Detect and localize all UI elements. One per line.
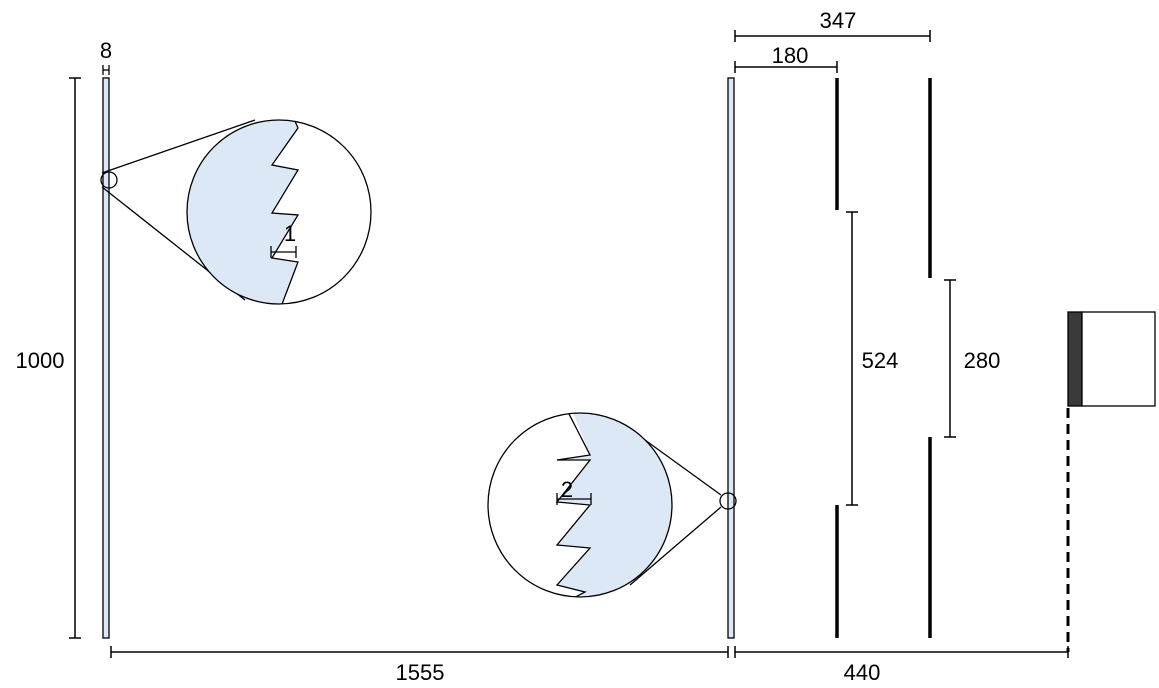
plate-thickness-dimension: 8 (100, 38, 112, 75)
groove-depth-1-label: 1 (284, 221, 296, 246)
magnifier-detail-2: 2 (487, 412, 737, 598)
detector-box (1067, 311, 1156, 407)
slit1-opening-label: 524 (862, 348, 899, 373)
slit2-distance-label: 347 (820, 8, 857, 33)
plate-height-label: 1000 (16, 348, 65, 373)
slit2-distance-dimension: 347 (734, 8, 931, 42)
plate-to-screen-dimension: 440 (734, 646, 1069, 685)
plate-separation-dimension: 1555 (110, 646, 729, 685)
groove-depth-2-label: 2 (561, 477, 573, 502)
magnifier-detail-1: 1 (100, 119, 372, 305)
slit1-distance-label: 180 (772, 43, 809, 68)
slit1-opening-dimension: 524 (846, 211, 899, 506)
plate-height-dimension: 1000 (16, 77, 81, 639)
slit2-opening-label: 280 (964, 348, 1001, 373)
plate-separation-label: 1555 (396, 660, 445, 685)
left-grating-plate (102, 77, 110, 639)
right-grating-plate (727, 77, 735, 639)
plate-thickness-label: 8 (100, 38, 112, 63)
magnifier-1-circle (186, 119, 372, 305)
slit1-distance-dimension: 180 (734, 43, 838, 73)
magnifier-2-circle (487, 412, 673, 598)
plate-to-screen-label: 440 (844, 660, 881, 685)
slit2-opening-dimension: 280 (944, 279, 1001, 438)
